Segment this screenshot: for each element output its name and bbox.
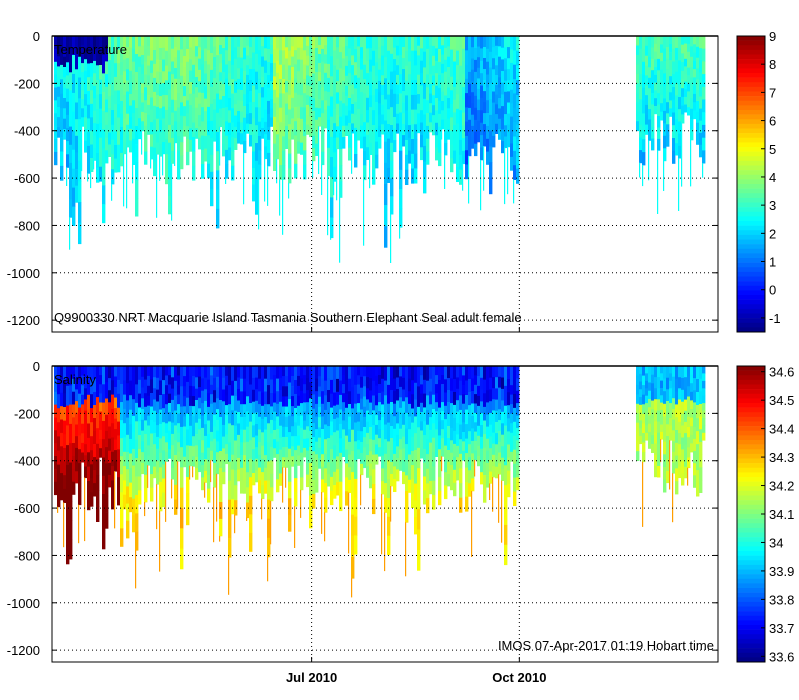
bottom-colorbar-tick-label: 34.6 <box>769 365 794 380</box>
bottom-profiles <box>54 366 706 598</box>
bottom-colorbar: 34.6 34.5 34.4 34.3 34.2 34.1 34 33.9 33.8 33.7 33… <box>736 365 794 664</box>
bottom-colorbar-tick-label: 34.1 <box>769 507 794 522</box>
bottom-ytick-label: -200 <box>14 406 40 421</box>
top-ytick-label: -1000 <box>7 266 40 281</box>
top-colorbar-tick-label: 6 <box>769 114 776 129</box>
top-colorbar-tick-label: 9 <box>769 29 776 44</box>
bottom-ytick-label: -1000 <box>7 596 40 611</box>
top-colorbar-tick-label: 4 <box>769 170 776 185</box>
top-profiles <box>54 36 706 263</box>
bottom-annotation: IMOS 07-Apr-2017 01:19 Hobart time <box>498 638 714 653</box>
top-colorbar: 9 8 7 6 5 4 3 2 1 0 -1 <box>736 29 781 333</box>
top-colorbar-tick-label: 2 <box>769 226 776 241</box>
panel-top: 0 -200 -400 -600 -800 -1000 -1200 Temperature Q9… <box>7 29 781 333</box>
top-ytick-label: -200 <box>14 76 40 91</box>
bottom-colorbar-tick-label: 34.4 <box>769 422 794 437</box>
bottom-colorbar-tick-label: 34.3 <box>769 450 794 465</box>
bottom-ytick-label: -400 <box>14 454 40 469</box>
bottom-colorbar-tick-label: 33.6 <box>769 649 794 664</box>
bottom-ytick-label: 0 <box>33 359 40 374</box>
bottom-ytick-label: -600 <box>14 501 40 516</box>
top-ytick-label: -400 <box>14 124 40 139</box>
top-title: Temperature <box>54 42 127 57</box>
top-ytick-label: -800 <box>14 218 40 233</box>
bottom-ytick-label: -1200 <box>7 643 40 658</box>
top-colorbar-tick-label: 7 <box>769 85 776 100</box>
top-ytick-label: -1200 <box>7 313 40 328</box>
top-colorbar-tick-label: 0 <box>769 283 776 298</box>
bottom-colorbar-tick-label: 34 <box>769 535 783 550</box>
top-ytick-label: 0 <box>33 29 40 44</box>
top-colorbar-tick-label: -1 <box>769 311 781 326</box>
bottom-xtick-label: Jul 2010 <box>286 670 337 685</box>
bottom-colorbar-tick-label: 33.8 <box>769 592 794 607</box>
bottom-colorbar-tick-label: 33.9 <box>769 564 794 579</box>
top-colorbar-tick-label: 3 <box>769 198 776 213</box>
bottom-xtick-label: Oct 2010 <box>492 670 546 685</box>
top-colorbar-tick-label: 8 <box>769 57 776 72</box>
bottom-title: Salinity <box>54 372 96 387</box>
top-colorbar-frame <box>736 35 766 333</box>
bottom-colorbar-tick-label: 34.5 <box>769 393 794 408</box>
top-colorbar-tick-label: 5 <box>769 142 776 157</box>
bottom-colorbar-tick-label: 34.2 <box>769 479 794 494</box>
bottom-ytick-label: -800 <box>14 548 40 563</box>
top-annotation: Q9900330 NRT Macquarie Island Tasmania S… <box>54 310 522 325</box>
top-ytick-label: -600 <box>14 171 40 186</box>
top-colorbar-tick-label: 1 <box>769 255 776 270</box>
bottom-colorbar-tick-label: 33.7 <box>769 621 794 636</box>
panel-bottom: 0 -200 -400 -600 -800 -1000 -1200 Jul 2010 Oct 2… <box>7 359 795 685</box>
